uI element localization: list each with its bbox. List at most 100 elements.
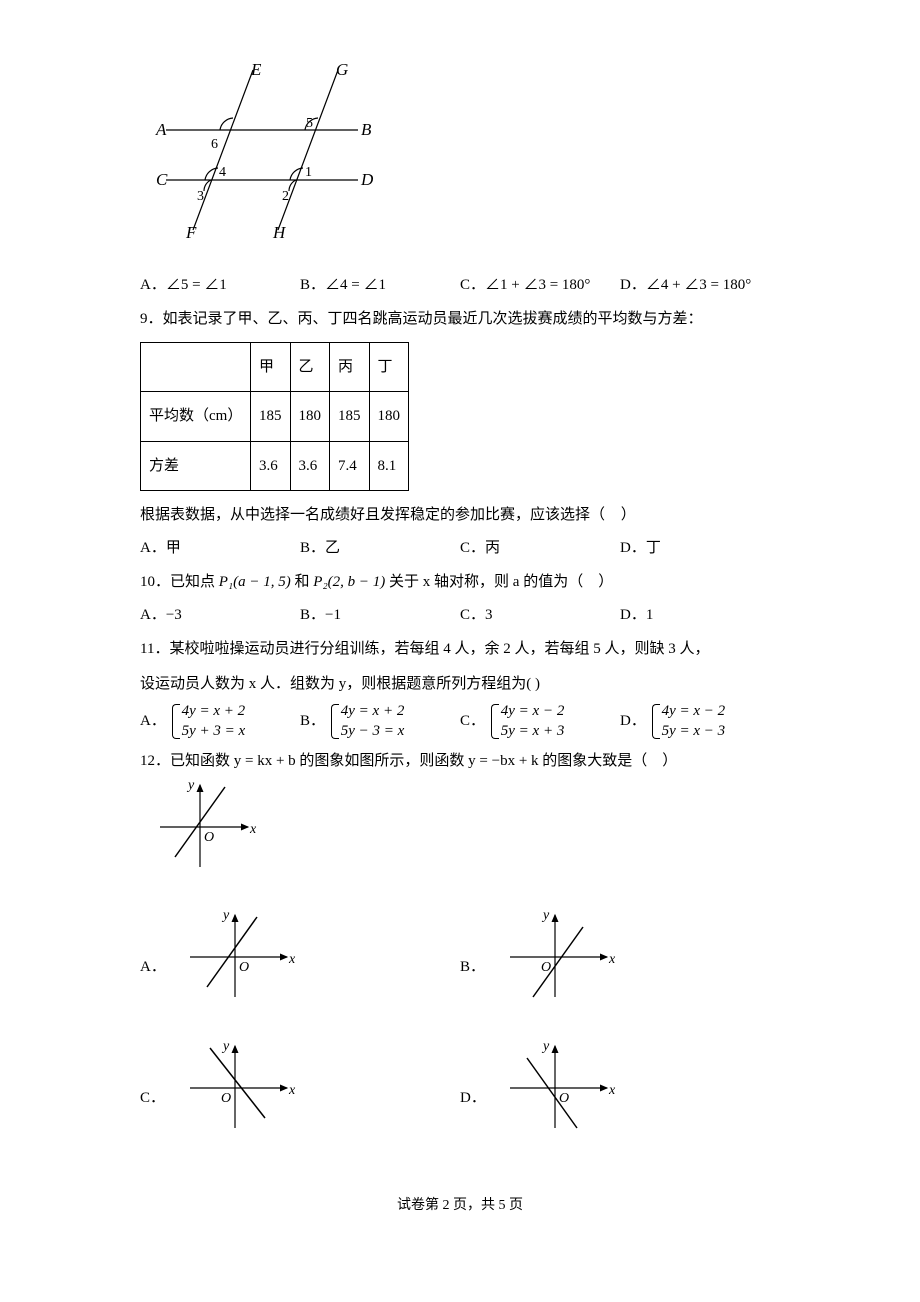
page-footer: 试卷第 2 页，共 5 页 [140,1193,780,1220]
q11-line1: 11．某校啦啦操运动员进行分组训练，若每组 4 人，余 2 人，若每组 5 人，… [140,635,780,664]
axis-O: O [204,830,214,845]
q11-c-label: C． [460,713,485,729]
q8-opt-a: A．∠5 = ∠1 [140,271,300,300]
svg-text:O: O [559,1091,569,1106]
q10-opt-d: D．1 [620,601,780,630]
angle-5: 5 [306,116,313,131]
q9-r1c3: 185 [330,392,370,442]
q12-graph-c: x y O [180,1043,460,1154]
q12-graph-a: x y O [180,912,460,1023]
q9-opt-d: D．丁 [620,534,780,563]
q12-graph-b: x y O [500,912,780,1023]
svg-text:O: O [221,1091,231,1106]
q11-c-e2: 5y = x + 3 [501,722,565,742]
q12-label-c: C． [140,1084,180,1113]
label-D: D [360,170,374,189]
label-C: C [156,170,168,189]
q8-opt-b: B．∠4 = ∠1 [300,271,460,300]
svg-text:O: O [239,960,249,975]
svg-text:x: x [608,952,616,967]
q8-diagram: A B C D E F G H 6 5 4 3 1 2 [148,60,780,261]
svg-text:x: x [288,1083,296,1098]
q10-p1: P₁(a − 1, 5) [219,574,291,590]
angle-3: 3 [197,189,204,204]
q9-r2c1: 3.6 [251,441,291,491]
q9-options: A．甲 B．乙 C．丙 D．丁 [140,534,780,563]
q11-a-e2: 5y + 3 = x [182,722,246,742]
label-H: H [272,223,287,242]
label-A: A [155,120,167,139]
svg-text:y: y [541,912,550,923]
q11-d-e1: 4y = x − 2 [662,702,726,722]
q9-r1c2: 180 [290,392,330,442]
q9-h4: 丁 [369,342,409,392]
q9-after-text: 根据表数据，从中选择一名成绩好且发挥稳定的参加比赛，应该选择（ [140,507,605,523]
q9-after2: ） [621,507,636,523]
q9-table: 甲 乙 丙 丁 平均数（cm） 185 180 185 180 方差 3.6 3… [140,342,409,492]
q11-b-label: B． [300,713,325,729]
angle-1: 1 [305,165,312,180]
q9-h2: 乙 [290,342,330,392]
q12-label-a: A． [140,953,180,982]
label-E: E [250,60,262,79]
q12-row-ab: A． x y O B． x y O [140,912,780,1023]
svg-text:y: y [221,912,230,923]
q11-b-e1: 4y = x + 2 [341,702,405,722]
q10-opt-c: C．3 [460,601,620,630]
q9-r1c4: 180 [369,392,409,442]
svg-text:x: x [288,952,296,967]
q10-post: 关于 x 轴对称，则 a 的值为（ ） [385,574,613,590]
q11-a-e1: 4y = x + 2 [182,702,246,722]
q9-opt-b: B．乙 [300,534,460,563]
label-G: G [336,60,348,79]
angle-6: 6 [211,137,218,152]
q9-r1c0: 平均数（cm） [141,392,251,442]
q12-label-d: D． [460,1084,500,1113]
angle-4: 4 [219,165,226,180]
q10-options: A．−3 B．−1 C．3 D．1 [140,601,780,630]
q9-opt-c: C．丙 [460,534,620,563]
q8-opt-d: D．∠4 + ∠3 = 180° [620,271,780,300]
q11-b-e2: 5y − 3 = x [341,722,405,742]
q9-stem: 9．如表记录了甲、乙、丙、丁四名跳高运动员最近几次选拔赛成绩的平均数与方差： [140,305,780,334]
q12-stem-text: 12．已知函数 y = kx + b 的图象如图所示，则函数 y = −bx +… [140,753,677,769]
svg-text:O: O [541,960,551,975]
svg-text:x: x [608,1083,616,1098]
q11-line2: 设运动员人数为 x 人．组数为 y，则根据题意所列方程组为( ) [140,670,780,699]
label-F: F [185,223,197,242]
q9-r2c4: 8.1 [369,441,409,491]
q10-opt-b: B．−1 [300,601,460,630]
q9-h3: 丙 [330,342,370,392]
q10-stem: 10．已知点 P₁(a − 1, 5) 和 P₂(2, b − 1) 关于 x … [140,568,780,597]
q12-row-cd: C． x y O D． [140,1043,780,1154]
q10-mid: 和 [291,574,314,590]
q9-r1c1: 185 [251,392,291,442]
q12-stem-graph: x y O [150,782,780,893]
q8-opt-c: C．∠1 + ∠3 = 180° [460,271,620,300]
q11-a-label: A． [140,713,166,729]
q11-d-label: D． [620,713,646,729]
axis-x: x [249,822,257,837]
q11-c-e1: 4y = x − 2 [501,702,565,722]
svg-text:y: y [221,1043,230,1054]
q10-p2: P₂(2, b − 1) [313,574,385,590]
angle-2: 2 [282,189,289,204]
q9-h1: 甲 [251,342,291,392]
q10-opt-a: A．−3 [140,601,300,630]
q12-stem: 12．已知函数 y = kx + b 的图象如图所示，则函数 y = −bx +… [140,747,780,776]
q12-label-b: B． [460,953,500,982]
q9-r2c2: 3.6 [290,441,330,491]
q9-h0 [141,342,251,392]
q11-options: A． 4y = x + 2 5y + 3 = x B． 4y = x + 2 5… [140,702,780,741]
q10-pre: 10．已知点 [140,574,219,590]
q11-opt-c: C． 4y = x − 2 5y = x + 3 [460,702,620,741]
q12-graph-d: x y O [500,1043,780,1154]
svg-text:y: y [541,1043,550,1054]
q11-opt-b: B． 4y = x + 2 5y − 3 = x [300,702,460,741]
q9-opt-a: A．甲 [140,534,300,563]
axis-y: y [186,782,195,793]
q11-d-e2: 5y = x − 3 [662,722,726,742]
q9-after: 根据表数据，从中选择一名成绩好且发挥稳定的参加比赛，应该选择（ ） [140,501,780,530]
q11-opt-a: A． 4y = x + 2 5y + 3 = x [140,702,300,741]
q8-options: A．∠5 = ∠1 B．∠4 = ∠1 C．∠1 + ∠3 = 180° D．∠… [140,271,780,300]
